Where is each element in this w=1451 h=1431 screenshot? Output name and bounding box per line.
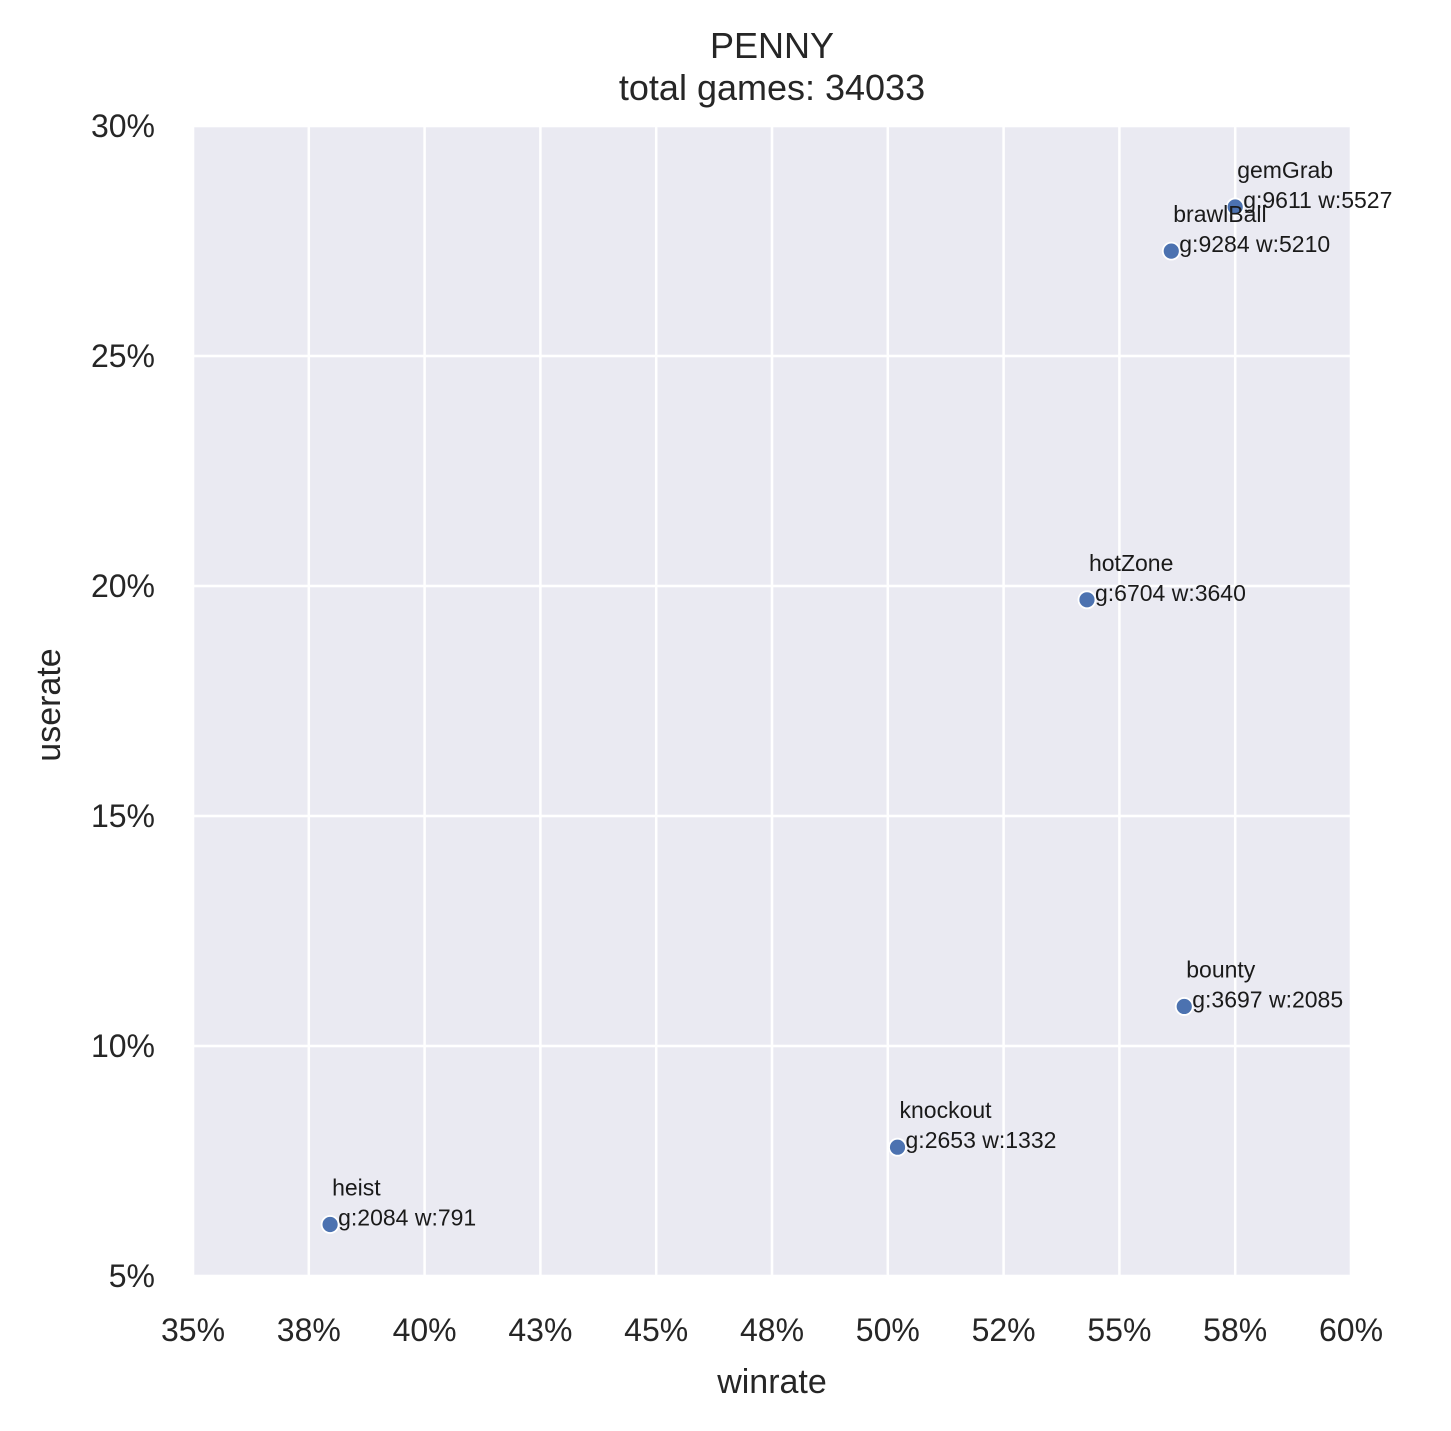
chart-subtitle: total games: 34033 (619, 67, 925, 108)
point-name-label: bounty (1186, 956, 1256, 982)
point-name-label: hotZone (1089, 550, 1173, 576)
y-tick-label: 10% (91, 1028, 155, 1064)
x-tick-label: 43% (508, 1312, 572, 1348)
y-tick-label: 25% (91, 338, 155, 374)
y-tick-label: 15% (91, 798, 155, 834)
point-stats-label: g:2653 w:1332 (906, 1127, 1057, 1153)
x-tick-label: 45% (624, 1312, 688, 1348)
x-tick-label: 38% (277, 1312, 341, 1348)
data-point (1077, 590, 1097, 610)
point-stats-label: g:3697 w:2085 (1192, 986, 1343, 1012)
point-stats-label: g:9284 w:5210 (1179, 231, 1330, 257)
point-stats-label: g:2084 w:791 (338, 1204, 476, 1230)
chart-title: PENNY (710, 25, 834, 66)
point-name-label: heist (332, 1174, 381, 1200)
y-axis-label: userate (30, 648, 68, 761)
data-point (320, 1215, 340, 1234)
y-tick-label: 20% (91, 568, 155, 604)
x-tick-label: 52% (972, 1312, 1036, 1348)
grid-lines (191, 124, 1353, 1278)
point-name-label: brawlBall (1173, 201, 1266, 227)
x-tick-label: 48% (740, 1312, 804, 1348)
x-tick-labels: 35% 38% 40% 43% 45% 48% 50% 52% 55% 58% 60% (161, 1312, 1383, 1348)
data-point (1174, 997, 1194, 1016)
x-tick-label: 50% (856, 1312, 920, 1348)
x-axis-label: winrate (716, 1363, 827, 1401)
point-name-label: gemGrab (1237, 157, 1333, 183)
data-point (888, 1137, 907, 1157)
point-stats-label: g:9611 w:5527 (1243, 187, 1392, 213)
x-tick-label: 55% (1087, 1312, 1151, 1348)
point-name-label: knockout (900, 1097, 993, 1123)
x-tick-label: 35% (161, 1312, 225, 1348)
x-tick-label: 40% (393, 1312, 457, 1348)
data-point (1161, 241, 1181, 261)
point-stats-label: g:6704 w:3640 (1095, 580, 1246, 606)
y-tick-label: 5% (109, 1258, 155, 1294)
y-tick-label: 30% (91, 108, 155, 144)
x-tick-label: 58% (1203, 1312, 1267, 1348)
y-tick-labels: 5% 10% 15% 20% 25% 30% (91, 108, 155, 1294)
x-tick-label: 60% (1319, 1312, 1383, 1348)
data-point (1225, 197, 1245, 217)
